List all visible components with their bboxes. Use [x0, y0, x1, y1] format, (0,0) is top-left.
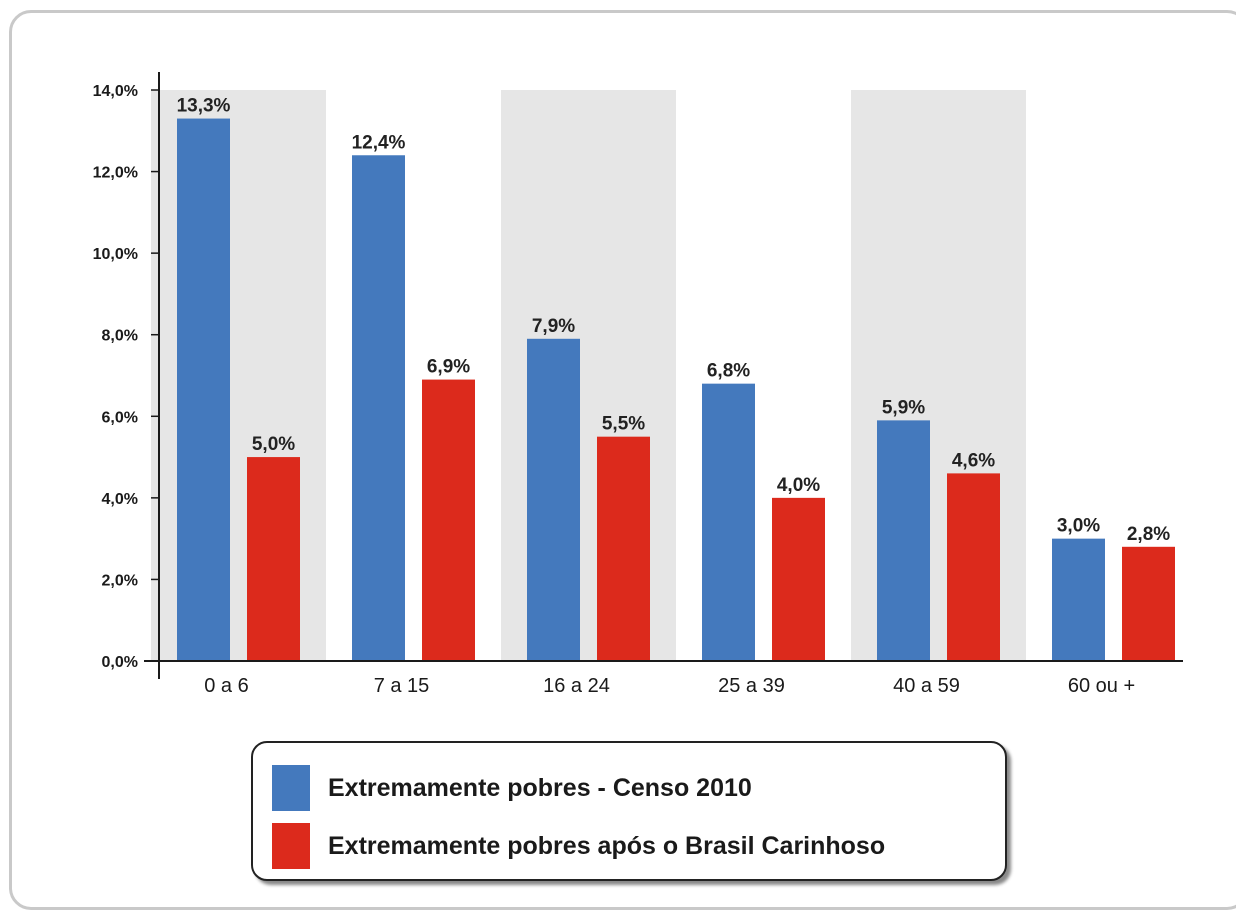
- bar-brasil-carinhoso-25-a-39: [772, 497, 825, 661]
- bar-censo-2010-40-a-59: [877, 420, 930, 661]
- data-label-censo-2010-40-a-59: 5,9%: [882, 397, 925, 418]
- x-label-40-a-59: 40 a 59: [893, 675, 960, 697]
- y-tick-label: 4,0%: [102, 491, 138, 508]
- legend-label-brasil-carinhoso: Extremamente pobres após o Brasil Carinh…: [328, 831, 886, 860]
- bar-brasil-carinhoso-16-a-24: [597, 436, 650, 661]
- y-tick-label: 0,0%: [102, 654, 138, 671]
- data-label-brasil-carinhoso-0-a-6: 5,0%: [252, 434, 295, 455]
- data-labels: 13,3% 12,4% 7,9% 6,8% 5,9% 3,0% 5,0% 6,9% 5,5% 4,…: [177, 96, 1171, 545]
- legend-item-brasil-carinhoso: Extremamente pobres após o Brasil Carinh…: [272, 821, 885, 871]
- bar-censo-2010-16-a-24: [527, 338, 580, 661]
- x-label-7-a-15: 7 a 15: [374, 675, 430, 697]
- legend: Extremamente pobres - Censo 2010 Extrema…: [251, 741, 1007, 881]
- data-label-brasil-carinhoso-16-a-24: 5,5%: [602, 414, 645, 435]
- x-label-25-a-39: 25 a 39: [718, 675, 785, 697]
- y-tick-label: 6,0%: [102, 409, 138, 426]
- data-label-censo-2010-25-a-39: 6,8%: [707, 361, 750, 382]
- y-axis-ticks: 0,0% 2,0% 4,0% 6,0% 8,0% 10,0% 12,0% 14,0%: [93, 83, 159, 671]
- data-label-brasil-carinhoso-60-ou: 2,8%: [1127, 524, 1170, 545]
- bar-censo-2010-7-a-15: [352, 155, 405, 661]
- y-tick-label: 8,0%: [102, 328, 138, 345]
- x-label-16-a-24: 16 a 24: [543, 675, 610, 697]
- bar-brasil-carinhoso-40-a-59: [947, 473, 1000, 661]
- bar-chart: 0,0% 2,0% 4,0% 6,0% 8,0% 10,0% 12,0% 14,0% 0 a …: [93, 72, 1183, 697]
- data-label-censo-2010-0-a-6: 13,3%: [177, 96, 231, 117]
- bar-brasil-carinhoso-60-ou: [1122, 546, 1175, 661]
- data-label-censo-2010-16-a-24: 7,9%: [532, 316, 575, 337]
- bar-censo-2010-60-ou: [1052, 538, 1105, 661]
- legend-item-censo-2010: Extremamente pobres - Censo 2010: [272, 763, 752, 813]
- x-label-0-a-6: 0 a 6: [204, 675, 248, 697]
- data-label-brasil-carinhoso-25-a-39: 4,0%: [777, 475, 820, 496]
- data-label-censo-2010-7-a-15: 12,4%: [352, 132, 406, 153]
- bar-brasil-carinhoso-7-a-15: [422, 379, 475, 661]
- y-tick-label: 10,0%: [93, 246, 138, 263]
- y-tick-label: 14,0%: [93, 83, 138, 100]
- axes: [144, 72, 1183, 679]
- bars: [177, 118, 1175, 662]
- y-tick-label: 2,0%: [102, 572, 138, 589]
- x-axis-labels: 0 a 6 7 a 15 16 a 24 25 a 39 40 a 59 60 ou +: [204, 675, 1135, 697]
- bar-brasil-carinhoso-0-a-6: [247, 457, 300, 661]
- data-label-censo-2010-60-ou: 3,0%: [1057, 516, 1100, 537]
- y-tick-label: 12,0%: [93, 165, 138, 182]
- legend-label-censo-2010: Extremamente pobres - Censo 2010: [328, 773, 752, 802]
- data-label-brasil-carinhoso-7-a-15: 6,9%: [427, 357, 470, 378]
- bar-censo-2010-25-a-39: [702, 383, 755, 661]
- legend-swatch-blue: [272, 765, 310, 811]
- x-label-60-ou: 60 ou +: [1068, 675, 1135, 697]
- bar-censo-2010-0-a-6: [177, 118, 230, 662]
- legend-swatch-red: [272, 823, 310, 869]
- data-label-brasil-carinhoso-40-a-59: 4,6%: [952, 450, 995, 471]
